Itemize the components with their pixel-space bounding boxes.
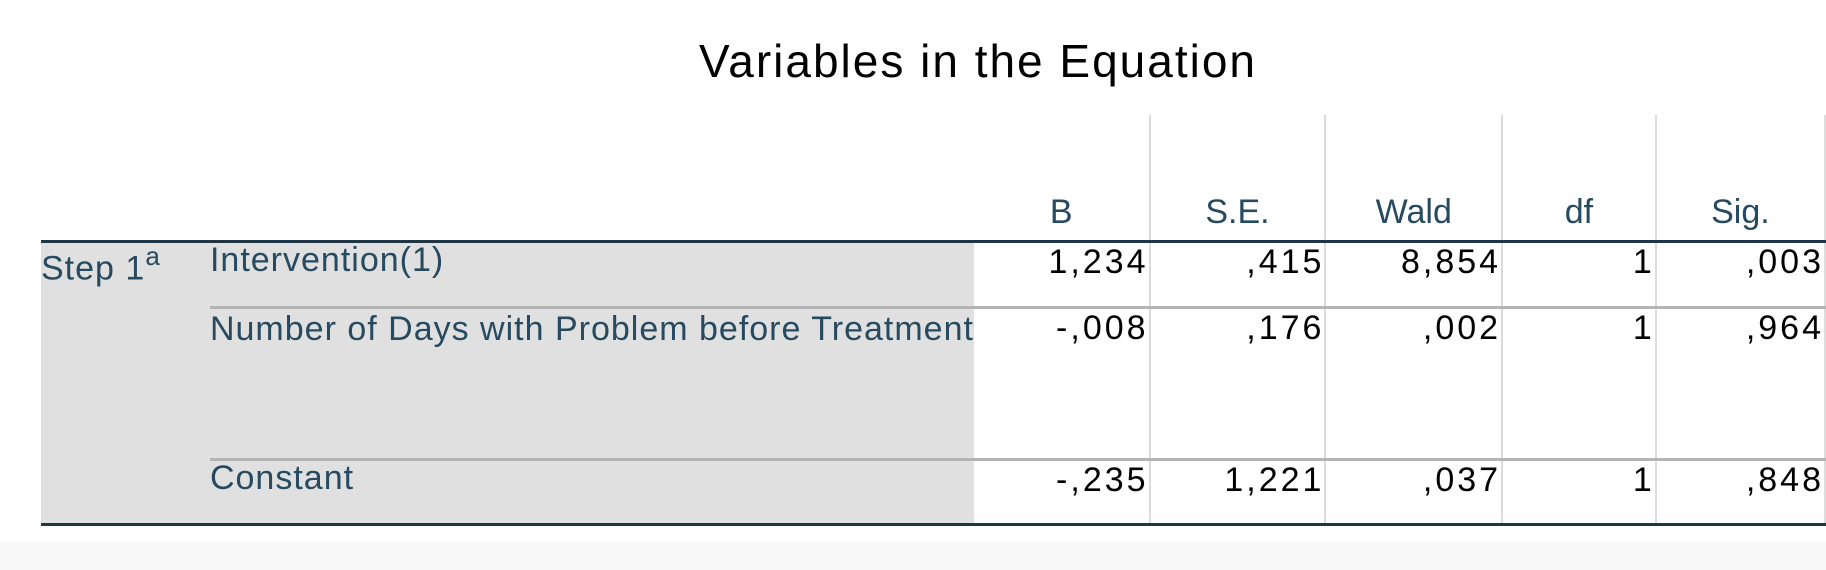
cell-sig: ,964 [1655, 307, 1826, 461]
cell-se: ,176 [1149, 307, 1327, 461]
cell-df: 1 [1502, 459, 1657, 526]
cell-wald: ,002 [1325, 307, 1504, 461]
cell-se: 1,221 [1149, 459, 1327, 526]
cell-wald: ,037 [1325, 459, 1504, 526]
table-row: Number of Days with Problem before Treat… [41, 307, 1826, 461]
table-row: Step 1a Intervention(1) 1,234 ,415 8,854… [41, 241, 1826, 526]
row-label: Constant [209, 459, 974, 526]
cell-sig: ,003 [1655, 241, 1826, 309]
cell-b: -,235 [973, 459, 1151, 526]
cell-b: -,008 [973, 307, 1151, 461]
header-blank-step [41, 115, 210, 243]
row-label: Intervention(1) [209, 241, 974, 309]
cell-wald: 8,854 [1325, 241, 1504, 309]
column-header-sig: Sig. [1655, 115, 1826, 243]
column-header-df: df [1502, 115, 1657, 243]
step-label: Step 1 [41, 248, 146, 287]
column-header-wald: Wald [1325, 115, 1504, 243]
header-row: B S.E. Wald df Sig. [41, 115, 1826, 243]
cell-sig: ,848 [1655, 459, 1826, 526]
variables-table: B S.E. Wald df Sig. Step 1a Intervention… [41, 115, 1826, 526]
column-header-se: S.E. [1149, 115, 1327, 243]
cell-se: ,415 [1149, 241, 1327, 309]
header-blank-variable [209, 115, 974, 243]
output-panel: Variables in the Equation B S.E. Wald df… [41, 35, 1826, 526]
table-row: Constant -,235 1,221 ,037 1 ,848 [41, 459, 1826, 526]
cell-df: 1 [1502, 307, 1657, 461]
step-footnote-marker: a [145, 240, 161, 271]
column-header-b: B [973, 115, 1151, 243]
cell-df: 1 [1502, 241, 1657, 309]
cell-b: 1,234 [973, 241, 1151, 309]
table-title: Variables in the Equation [698, 35, 1258, 87]
step-label-cell: Step 1a [41, 240, 210, 526]
row-label: Number of Days with Problem before Treat… [209, 307, 974, 461]
